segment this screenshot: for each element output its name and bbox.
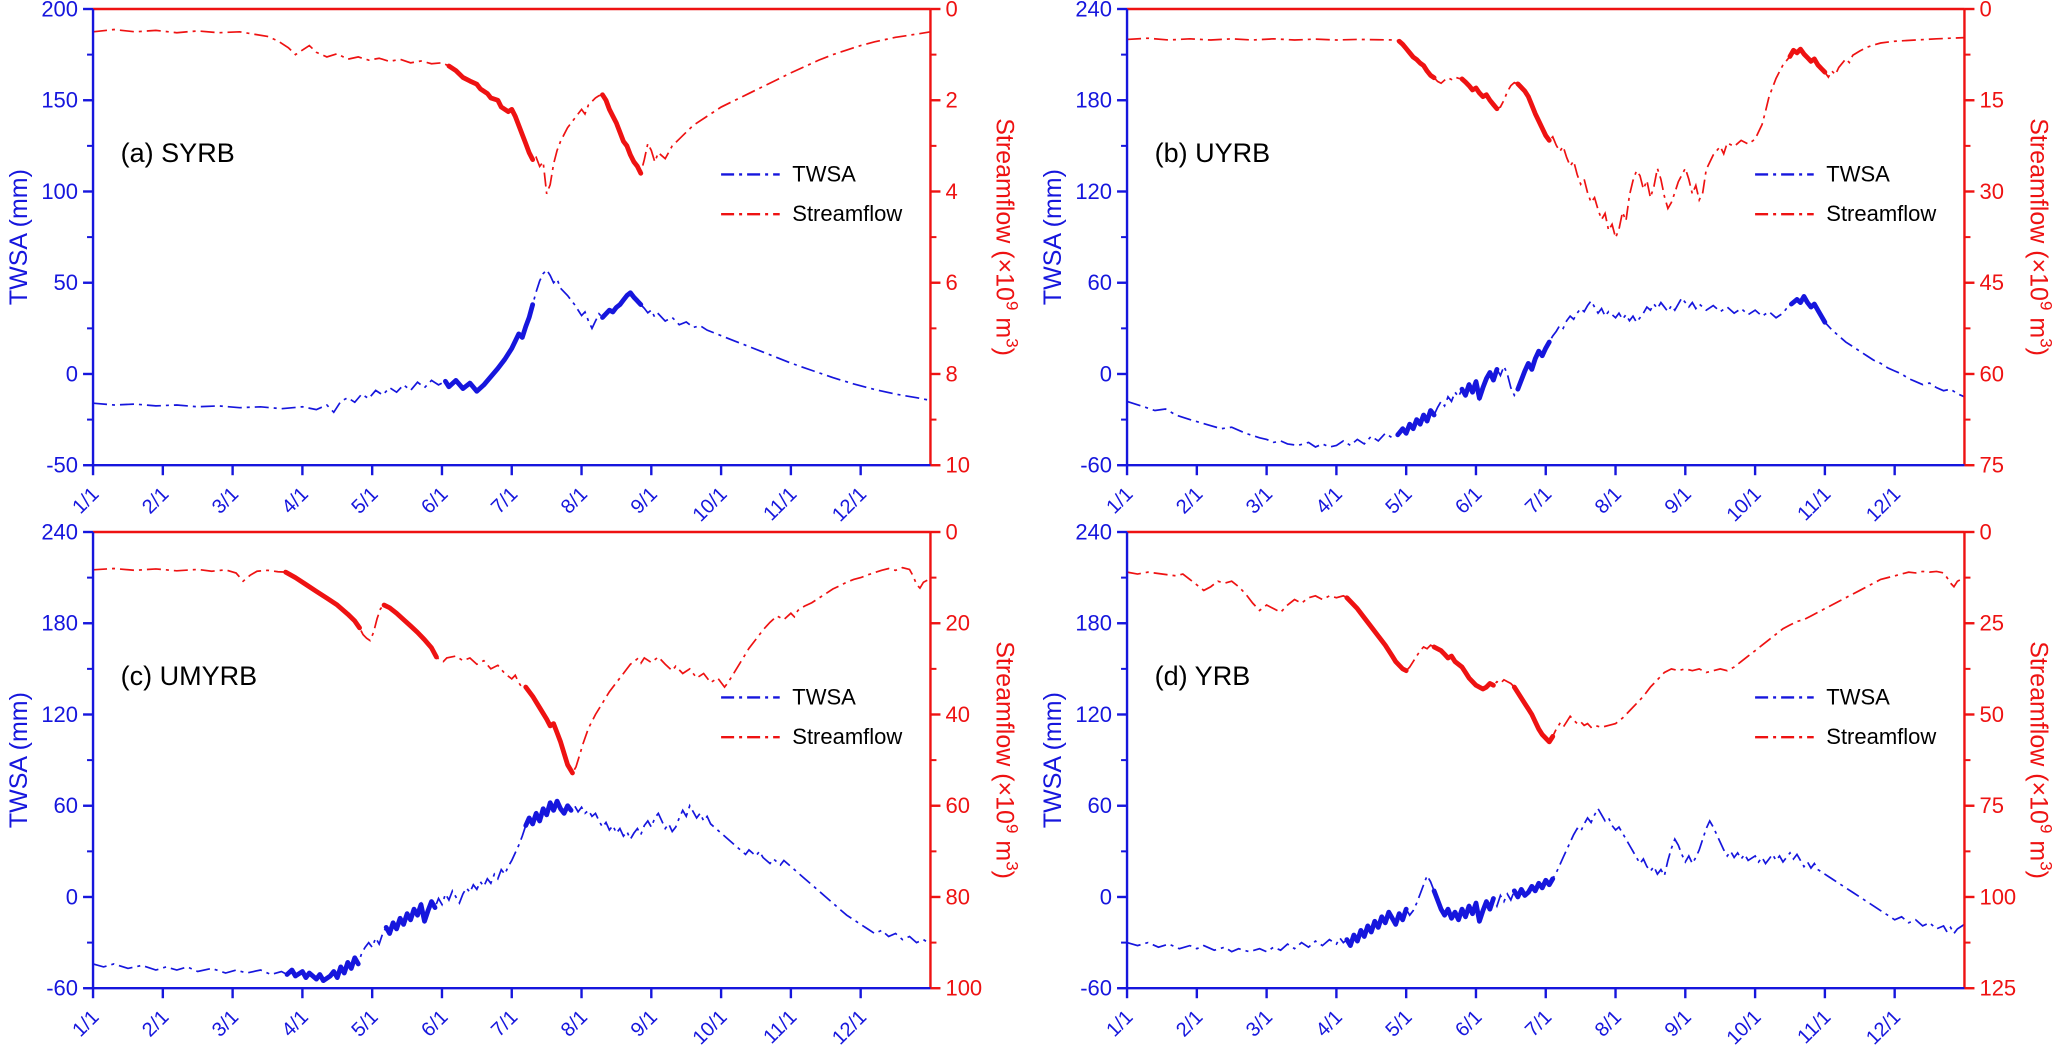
right-axis-tick-label: 0 — [945, 523, 957, 545]
left-axis-tick-label: 240 — [41, 523, 78, 545]
left-axis-tick-label: 240 — [1075, 0, 1112, 22]
left-axis-tick-label: 120 — [1075, 179, 1112, 204]
left-axis-tick-label: 180 — [41, 611, 78, 636]
left-axis-tick-label: 200 — [41, 0, 78, 22]
left-axis-tick-label: -50 — [46, 453, 78, 478]
left-axis-tick-label: 0 — [66, 361, 78, 386]
right-axis-tick-label: 125 — [1979, 976, 2016, 1001]
left-axis-label: TWSA (mm) — [5, 169, 33, 305]
left-axis-tick-label: 180 — [1075, 88, 1112, 113]
left-axis-tick-label: 50 — [54, 270, 78, 295]
plot-background — [0, 0, 1034, 523]
right-axis-tick-label: 75 — [1979, 453, 2003, 478]
legend-streamflow-label: Streamflow — [792, 724, 902, 749]
right-axis-tick-label: 4 — [945, 179, 957, 204]
right-axis-tick-label: 10 — [945, 453, 969, 478]
right-axis-tick-label: 0 — [945, 0, 957, 22]
right-axis-tick-label: 50 — [1979, 702, 2003, 727]
right-axis-tick-label: 0 — [1979, 0, 1991, 22]
right-axis-label: Streamflow (×109 m3) — [990, 118, 1021, 356]
left-axis-tick-label: 0 — [66, 885, 78, 910]
panel-title: (a) SYRB — [121, 138, 235, 168]
left-axis-tick-label: 100 — [41, 179, 78, 204]
left-axis-label: TWSA (mm) — [5, 692, 33, 828]
right-axis-tick-label: 15 — [1979, 88, 2003, 113]
right-axis-tick-label: 60 — [1979, 361, 2003, 386]
right-axis-label: Streamflow (×109 m3) — [990, 641, 1021, 879]
left-axis-tick-label: -60 — [46, 976, 78, 1001]
right-axis-tick-label: 25 — [1979, 611, 2003, 636]
legend-twsa-label: TWSA — [792, 685, 856, 710]
panel-title: (b) UYRB — [1154, 138, 1270, 168]
left-axis-tick-label: 180 — [1075, 611, 1112, 636]
left-axis-tick-label: -60 — [1080, 976, 1112, 1001]
plot-background — [0, 523, 1034, 1046]
right-axis-tick-label: 8 — [945, 361, 957, 386]
right-axis-tick-label: 20 — [945, 611, 969, 636]
legend-twsa-label: TWSA — [1826, 161, 1890, 186]
left-axis-tick-label: 240 — [1075, 523, 1112, 545]
left-axis-tick-label: 0 — [1099, 361, 1111, 386]
left-axis-tick-label: 60 — [1087, 270, 1111, 295]
legend-twsa-label: TWSA — [792, 161, 856, 186]
right-axis-tick-label: 100 — [1979, 885, 2016, 910]
right-axis-tick-label: 80 — [945, 885, 969, 910]
panel-title: (c) UMYRB — [121, 661, 258, 691]
left-axis-tick-label: 150 — [41, 88, 78, 113]
legend-streamflow-label: Streamflow — [1826, 724, 1936, 749]
right-axis-tick-label: 2 — [945, 88, 957, 113]
right-axis-tick-label: 30 — [1979, 179, 2003, 204]
right-axis-tick-label: 40 — [945, 702, 969, 727]
left-axis-tick-label: -60 — [1080, 453, 1112, 478]
right-axis-tick-label: 60 — [945, 793, 969, 818]
right-axis-tick-label: 6 — [945, 270, 957, 295]
right-axis-tick-label: 45 — [1979, 270, 2003, 295]
left-axis-tick-label: 60 — [1087, 793, 1111, 818]
right-axis-tick-label: 100 — [945, 976, 982, 1001]
right-axis-tick-label: 75 — [1979, 793, 2003, 818]
plot-background — [1034, 0, 2067, 523]
right-axis-tick-label: 0 — [1979, 523, 1991, 545]
left-axis-tick-label: 60 — [54, 793, 78, 818]
legend-streamflow-label: Streamflow — [1826, 201, 1936, 226]
right-axis-label: Streamflow (×109 m3) — [2024, 641, 2055, 879]
plot-background — [1034, 523, 2067, 1046]
left-axis-label: TWSA (mm) — [1039, 169, 1067, 305]
left-axis-tick-label: 120 — [41, 702, 78, 727]
right-axis-label: Streamflow (×109 m3) — [2024, 118, 2055, 356]
left-axis-tick-label: 120 — [1075, 702, 1112, 727]
left-axis-label: TWSA (mm) — [1039, 692, 1067, 828]
left-axis-tick-label: 0 — [1099, 885, 1111, 910]
legend-streamflow-label: Streamflow — [792, 201, 902, 226]
panel-title: (d) YRB — [1154, 661, 1250, 691]
legend-twsa-label: TWSA — [1826, 685, 1890, 710]
